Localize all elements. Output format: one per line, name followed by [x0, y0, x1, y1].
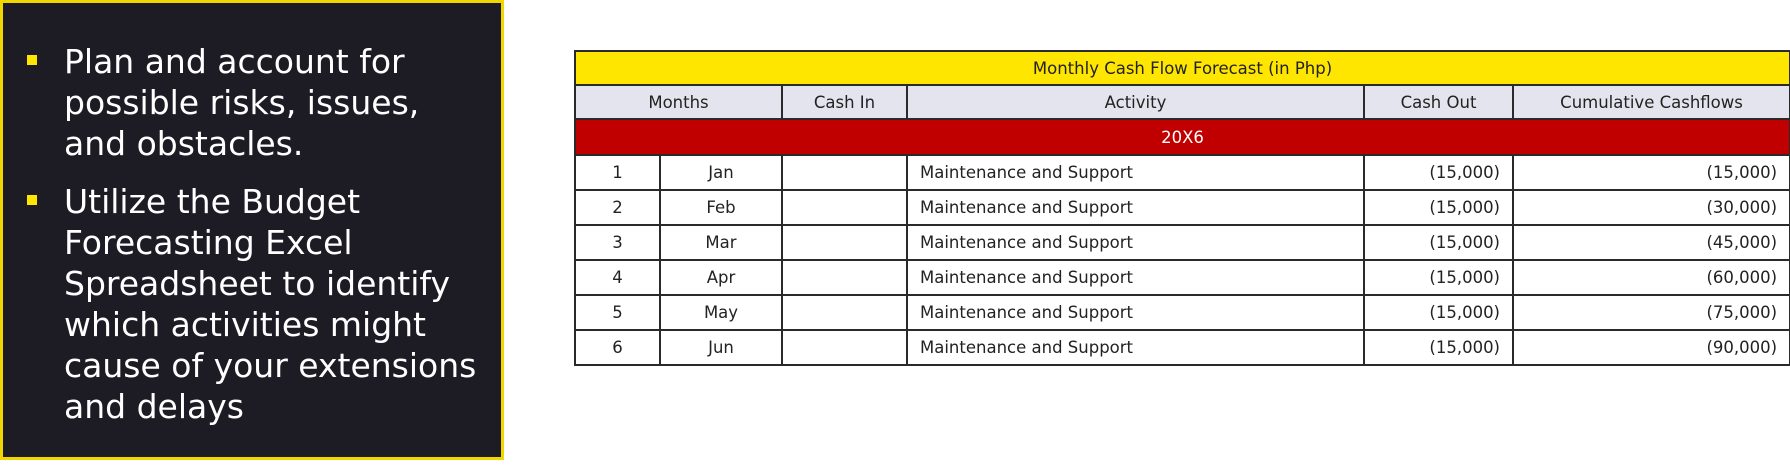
table-row: 6 Jun Maintenance and Support (15,000) (… — [574, 329, 1790, 366]
row-month: May — [659, 294, 783, 331]
row-month: Feb — [659, 189, 783, 226]
row-cash-out: (15,000) — [1363, 189, 1514, 226]
row-activity: Maintenance and Support — [906, 189, 1365, 226]
header-cumulative-cashflows: Cumulative Cashflows — [1511, 84, 1790, 120]
row-cash-out: (15,000) — [1363, 294, 1514, 331]
header-cash-in: Cash In — [781, 84, 908, 120]
table-title-row: Monthly Cash Flow Forecast (in Php) — [573, 50, 1790, 86]
row-activity: Maintenance and Support — [906, 224, 1365, 261]
header-months: Months — [574, 84, 783, 120]
row-month: Jan — [659, 154, 783, 191]
row-cash-in — [781, 154, 908, 191]
row-cumulative: (45,000) — [1511, 224, 1790, 261]
row-activity: Maintenance and Support — [906, 154, 1365, 191]
cash-flow-table-wrapper: Monthly Cash Flow Forecast (in Php) Mont… — [573, 50, 1790, 366]
header-cash-out: Cash Out — [1363, 84, 1514, 120]
row-month: Jun — [659, 329, 783, 366]
row-cumulative: (15,000) — [1511, 154, 1790, 191]
row-number: 6 — [574, 329, 661, 366]
row-cash-in — [781, 224, 908, 261]
year-label: 20X6 — [573, 118, 1790, 156]
row-cumulative: (90,000) — [1511, 329, 1790, 366]
row-month: Mar — [659, 224, 783, 261]
row-cumulative: (60,000) — [1511, 259, 1790, 296]
row-cash-in — [781, 189, 908, 226]
table-header-row: Months Cash In Activity Cash Out Cumulat… — [574, 84, 1790, 120]
table-row: 5 May Maintenance and Support (15,000) (… — [574, 294, 1790, 331]
row-cash-in — [781, 259, 908, 296]
row-activity: Maintenance and Support — [906, 294, 1365, 331]
bullet-text: Plan and account for possible risks, iss… — [64, 42, 420, 163]
row-number: 3 — [574, 224, 661, 261]
year-band-row: 20X6 — [573, 118, 1790, 156]
row-cash-out: (15,000) — [1363, 329, 1514, 366]
row-number: 4 — [574, 259, 661, 296]
bullet-item: Plan and account for possible risks, iss… — [23, 41, 487, 164]
bullet-square-icon — [27, 195, 37, 205]
header-activity: Activity — [906, 84, 1365, 120]
row-cash-out: (15,000) — [1363, 224, 1514, 261]
row-cash-in — [781, 294, 908, 331]
bullet-list: Plan and account for possible risks, iss… — [23, 41, 487, 427]
bullet-item: Utilize the Budget Forecasting Excel Spr… — [23, 181, 487, 427]
row-cash-in — [781, 329, 908, 366]
cash-flow-forecast-table: Monthly Cash Flow Forecast (in Php) Mont… — [573, 50, 1790, 366]
row-number: 1 — [574, 154, 661, 191]
row-cumulative: (30,000) — [1511, 189, 1790, 226]
bullet-text: Utilize the Budget Forecasting Excel Spr… — [64, 182, 477, 426]
table-row: 4 Apr Maintenance and Support (15,000) (… — [574, 259, 1790, 296]
table-row: 2 Feb Maintenance and Support (15,000) (… — [574, 189, 1790, 226]
row-month: Apr — [659, 259, 783, 296]
row-cash-out: (15,000) — [1363, 259, 1514, 296]
table-row: 1 Jan Maintenance and Support (15,000) (… — [574, 154, 1790, 191]
table-title: Monthly Cash Flow Forecast (in Php) — [573, 50, 1790, 86]
left-panel: Plan and account for possible risks, iss… — [0, 0, 504, 460]
row-cumulative: (75,000) — [1511, 294, 1790, 331]
row-cash-out: (15,000) — [1363, 154, 1514, 191]
row-number: 2 — [574, 189, 661, 226]
row-activity: Maintenance and Support — [906, 259, 1365, 296]
row-number: 5 — [574, 294, 661, 331]
row-activity: Maintenance and Support — [906, 329, 1365, 366]
table-row: 3 Mar Maintenance and Support (15,000) (… — [574, 224, 1790, 261]
bullet-square-icon — [27, 55, 37, 65]
